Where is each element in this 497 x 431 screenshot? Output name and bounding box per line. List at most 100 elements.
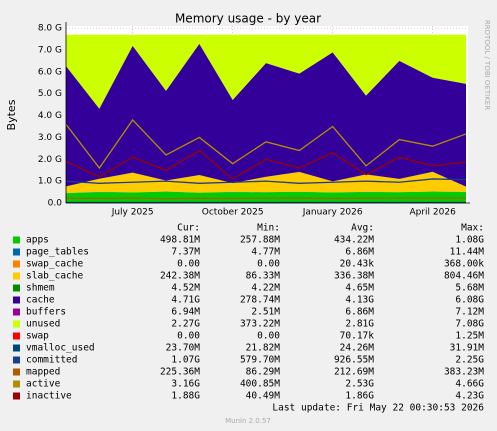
legend-header: Cur:: [177, 223, 200, 234]
legend-stat: 579.70M: [240, 355, 280, 366]
legend-stat: 4.65M: [345, 283, 374, 294]
legend-stat: 70.17k: [340, 331, 375, 342]
legend-stat: 7.12M: [455, 307, 484, 318]
legend-stat: 336.38M: [334, 271, 374, 282]
legend-swatch: [13, 284, 20, 292]
y-tick-label: 3.0 G: [38, 133, 62, 143]
legend-stat: 1.86G: [345, 391, 374, 402]
legend-label: cache: [26, 295, 55, 306]
y-tick-label: 6.0 G: [38, 67, 62, 77]
legend-stat: 4.66G: [455, 379, 484, 390]
last-update: Last update: Fri May 22 00:30:53 2026: [272, 403, 484, 414]
legend-stat: 86.29M: [246, 367, 281, 378]
legend-stat: 498.81M: [160, 235, 200, 246]
legend-stat: 4.71G: [171, 295, 200, 306]
legend-stat: 926.55M: [334, 355, 374, 366]
chart-title: Memory usage - by year: [175, 12, 321, 26]
legend-stat: 1.88G: [171, 391, 200, 402]
legend-swatch: [13, 260, 20, 268]
legend-stat: 21.82M: [246, 343, 281, 354]
legend-stat: 257.88M: [240, 235, 280, 246]
legend-stat: 368.00k: [444, 259, 484, 270]
legend-label: committed: [26, 355, 77, 366]
line-series: [65, 197, 467, 200]
legend-label: buffers: [26, 307, 66, 318]
y-tick-label: 0.0: [48, 199, 63, 209]
legend-stat: 4.13G: [345, 295, 374, 306]
y-tick-label: 2.0 G: [38, 155, 62, 165]
legend-stat: 3.16G: [171, 379, 200, 390]
legend-stat: 2.25G: [455, 355, 484, 366]
legend-label: vmalloc_used: [26, 343, 95, 354]
legend-swatch: [13, 392, 20, 400]
x-tick-label: October 2025: [202, 208, 264, 218]
legend-stat: 7.37M: [171, 247, 200, 258]
legend-stat: 6.94M: [171, 307, 200, 318]
legend-stat: 6.86M: [345, 247, 374, 258]
line-series: [65, 178, 467, 184]
legend-stat: 2.51M: [251, 307, 280, 318]
legend-swatch: [13, 356, 20, 364]
legend-swatch: [13, 236, 20, 244]
legend-stat: 0.00: [177, 331, 200, 342]
legend-stat: 4.22M: [251, 283, 280, 294]
legend-stat: 4.52M: [171, 283, 200, 294]
legend-label: inactive: [26, 391, 72, 402]
legend-stat: 2.27G: [171, 319, 200, 330]
y-axis-label: Bytes: [5, 99, 18, 130]
legend-swatch: [13, 344, 20, 352]
legend-stat: 400.85M: [240, 379, 280, 390]
x-tick-label: January 2026: [302, 208, 363, 218]
legend-stat: 5.68M: [455, 283, 484, 294]
legend-label: apps: [26, 235, 49, 246]
legend-stat: 31.91M: [450, 343, 485, 354]
legend-stat: 373.22M: [240, 319, 280, 330]
legend-stat: 20.43k: [340, 259, 375, 270]
line-series: [65, 118, 467, 170]
legend-stat: 24.26M: [340, 343, 375, 354]
legend-stat: 11.44M: [450, 247, 485, 258]
x-tick-label: July 2025: [111, 208, 154, 218]
footer: Munin 2.0.57: [225, 417, 271, 425]
area-series: [66, 43, 466, 187]
area-series: [66, 191, 466, 194]
legend-swatch: [13, 320, 20, 328]
legend-label: unused: [26, 319, 60, 330]
legend-swatch: [13, 368, 20, 376]
legend-stat: 2.81G: [345, 319, 374, 330]
area-series: [66, 171, 466, 194]
legend-stat: 0.00: [177, 259, 200, 270]
legend-stat: 383.23M: [444, 367, 484, 378]
line-series: [65, 149, 467, 180]
legend-stat: 242.38M: [160, 271, 200, 282]
legend-label: mapped: [26, 367, 60, 378]
legend-swatch: [13, 332, 20, 340]
y-tick-label: 8.0 G: [38, 24, 62, 34]
legend-header: Avg:: [351, 223, 374, 234]
legend-stat: 0.00: [257, 259, 280, 270]
legend-header: Max:: [461, 223, 484, 234]
legend-swatch: [13, 308, 20, 316]
area-series: [66, 171, 466, 187]
legend-stat: 1.08G: [455, 235, 484, 246]
y-tick-label: 5.0 G: [38, 89, 62, 99]
legend-stat: 4.77M: [251, 247, 280, 258]
y-tick-label: 4.0 G: [38, 111, 62, 121]
area-series: [66, 34, 466, 109]
legend-label: swap: [26, 331, 49, 342]
legend-stat: 86.33M: [246, 271, 281, 282]
legend-header: Min:: [257, 223, 280, 234]
legend-label: slab_cache: [26, 271, 83, 282]
legend-stat: 225.36M: [160, 367, 200, 378]
legend-label: swap_cache: [26, 259, 83, 270]
legend-swatch: [13, 296, 20, 304]
legend-stat: 7.08G: [455, 319, 484, 330]
legend-stat: 23.70M: [166, 343, 201, 354]
legend-swatch: [13, 248, 20, 256]
y-tick-label: 1.0 G: [38, 177, 62, 187]
legend-stat: 4.23G: [455, 391, 484, 402]
legend-label: page_tables: [26, 247, 89, 258]
legend-stat: 804.46M: [444, 271, 484, 282]
legend-stat: 1.25M: [455, 331, 484, 342]
